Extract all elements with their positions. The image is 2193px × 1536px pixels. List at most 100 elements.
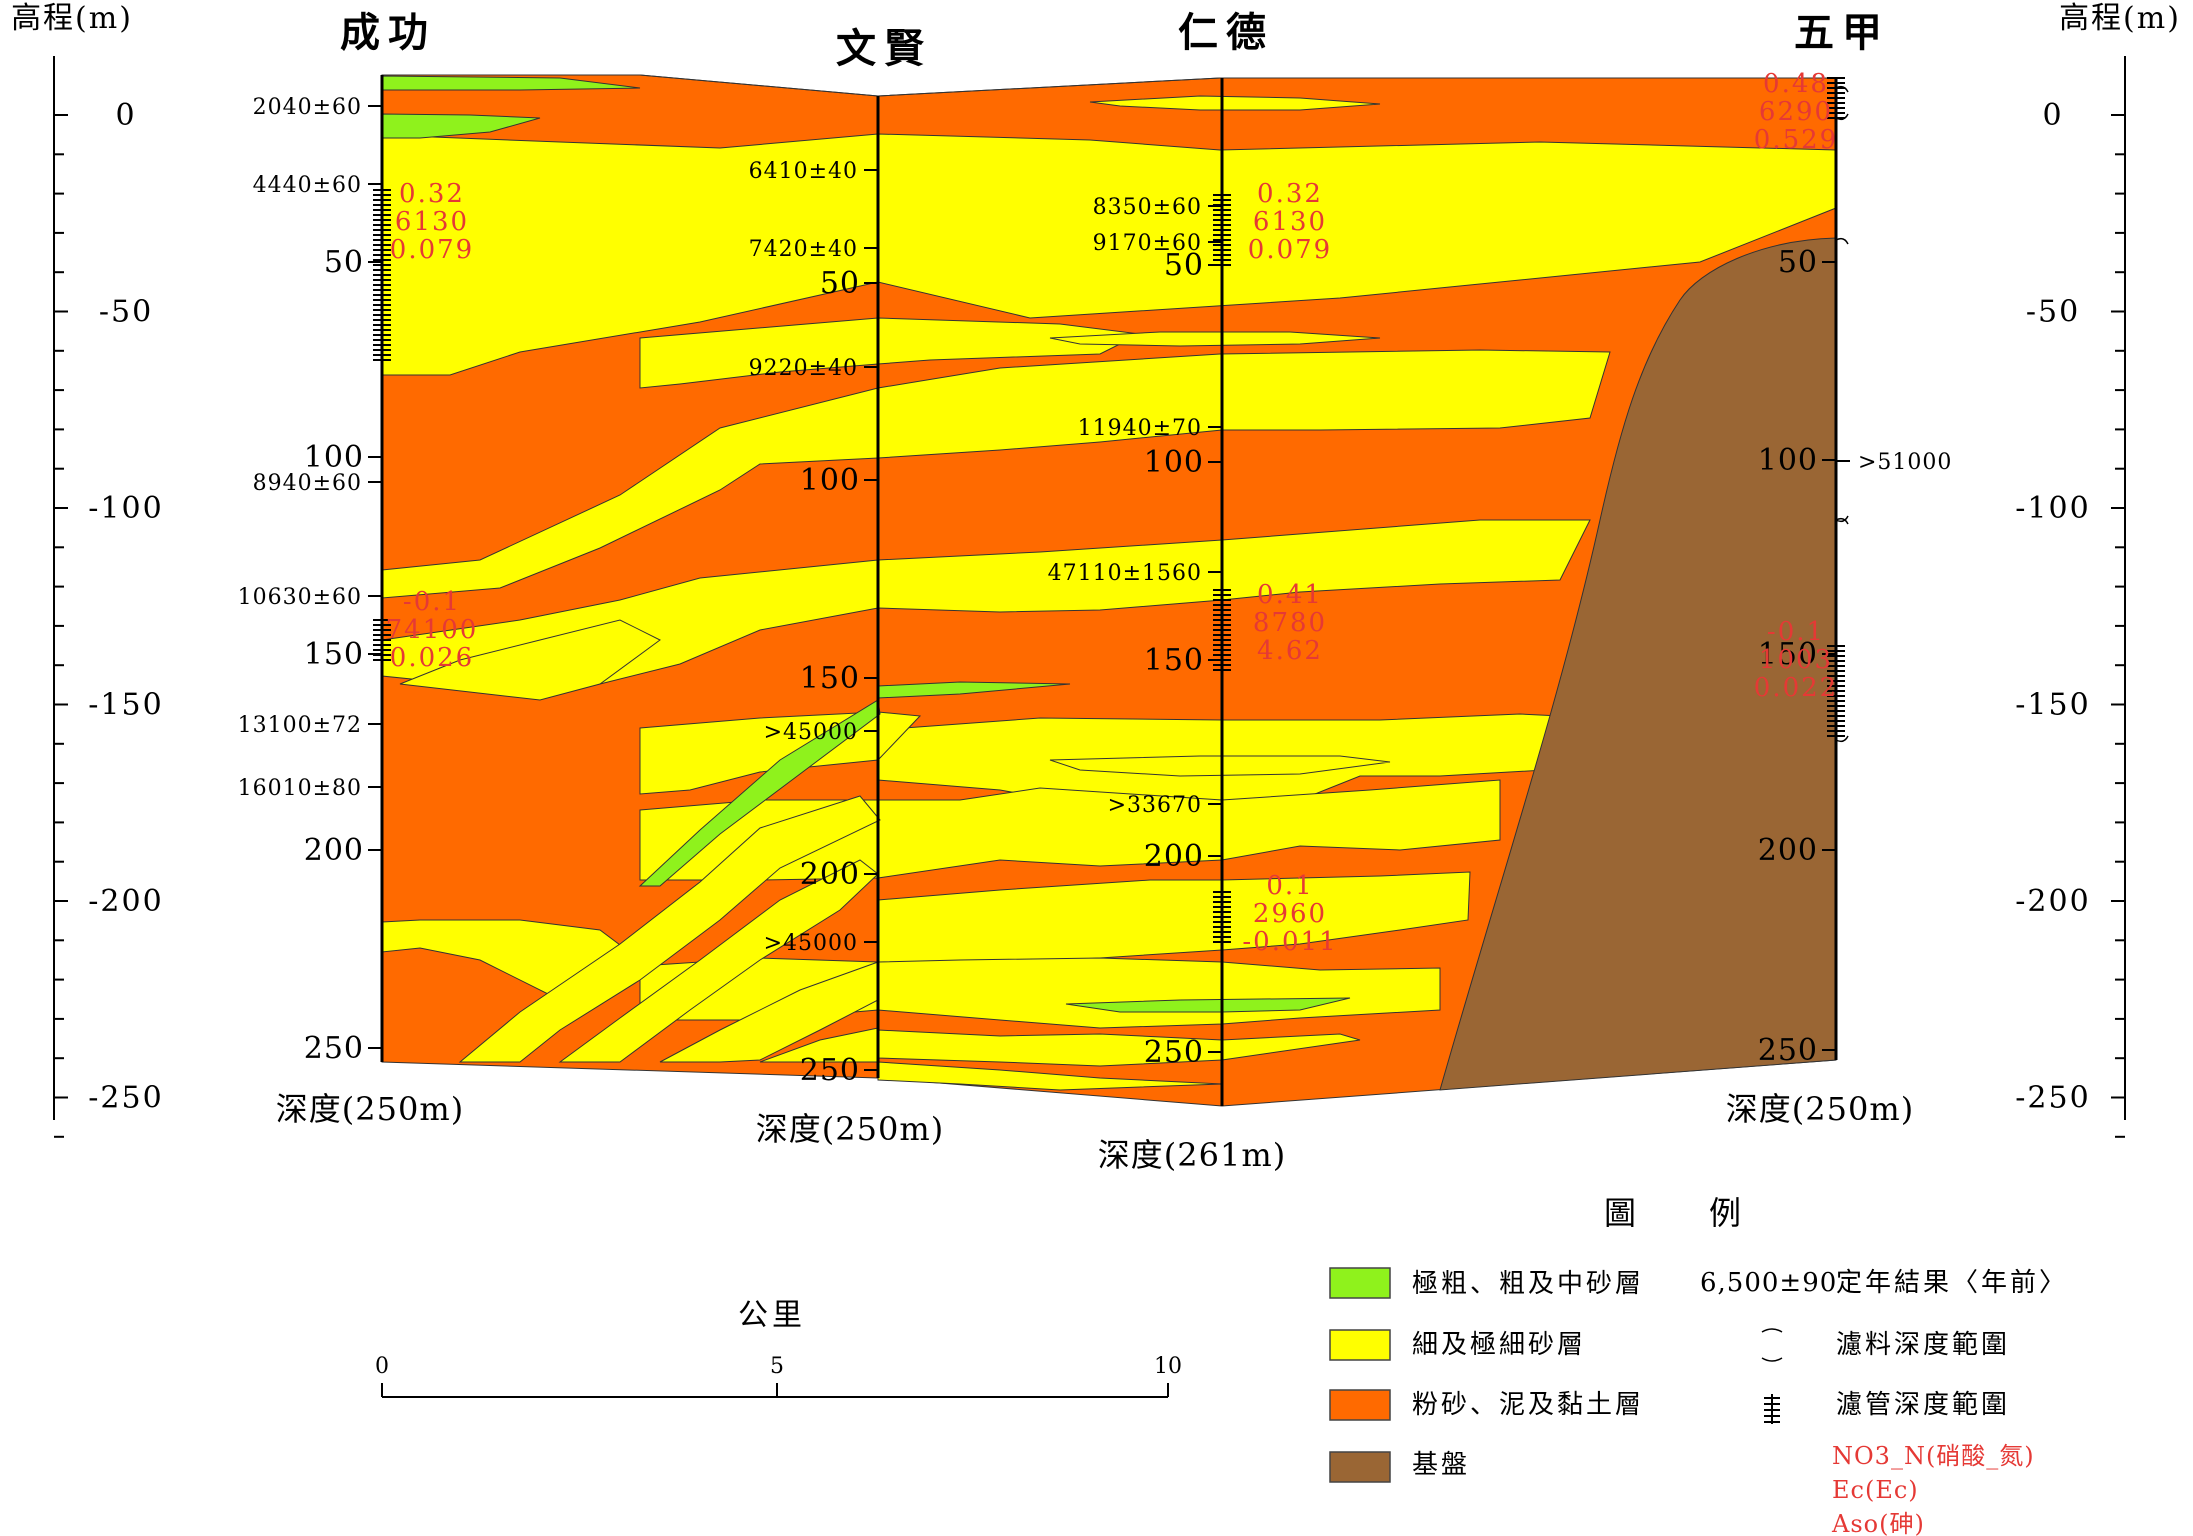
legend-swatch-silt-clay (1329, 1389, 1391, 1421)
legend-swatch-bedrock (1329, 1451, 1391, 1483)
date-label: >51000 (1858, 450, 1952, 475)
water-quality-value: 8780 (1253, 608, 1327, 638)
water-quality-value: -0.1 (1767, 617, 1825, 647)
water-quality-value: 74100 (386, 615, 479, 645)
date-label: 47110±1560 (1048, 561, 1202, 586)
coarse-sand-lens (1065, 997, 1351, 1013)
depth-label: 200 (800, 857, 860, 892)
date-label: >45000 (764, 720, 858, 745)
fine-sand-band (639, 317, 1142, 389)
water-quality-value: 4.62 (1257, 636, 1323, 666)
date-label: 8350±60 (1093, 195, 1202, 220)
elevation-axis-title: 高程(m) (2059, 1, 2181, 36)
legend-title: 圖 例 (1604, 1194, 1744, 1232)
elevation-tick-label: -150 (2015, 688, 2090, 723)
water-quality-value: 6290 (1759, 97, 1833, 127)
depth-label: 150 (304, 637, 364, 672)
legend-label-silt-clay: 粉砂、泥及黏土層 (1412, 1390, 1644, 1420)
depth-label: 100 (800, 463, 860, 498)
legend-date-example: 6,500±90 (1700, 1268, 1837, 1298)
fine-sand-band (877, 1029, 1361, 1067)
water-quality-value: 0.41 (1257, 580, 1323, 610)
water-quality-value: 6130 (1253, 207, 1327, 237)
depth-caption-wujia: 深度(250m) (1726, 1090, 1914, 1128)
scale-tick-10: 10 (1154, 1354, 1182, 1379)
legend-label-fine-sand: 細及極細砂層 (1412, 1330, 1586, 1360)
date-label: 8940±60 (253, 471, 362, 496)
annotation-layer: 0 -50 -100 -150 -200 -250 高程(m) 0 -50 -100 -150 -20… (11, 1, 2181, 1174)
depth-label: 250 (1144, 1035, 1204, 1070)
water-quality-value: 0.079 (390, 235, 474, 265)
depth-label: 150 (800, 661, 860, 696)
legend-date-label: 定年結果〈年前〉 (1836, 1268, 2068, 1298)
water-quality-value: 0.022 (1754, 673, 1838, 703)
water-quality-value: 0.32 (1257, 179, 1323, 209)
water-quality-value: -0.1 (403, 587, 461, 617)
elevation-tick-label: -250 (2015, 1081, 2090, 1116)
fine-sand-band (399, 619, 661, 701)
depth-label: 250 (1758, 1033, 1818, 1068)
filter-depth-arc (1835, 517, 1849, 525)
water-quality-value: 1003 (1759, 645, 1833, 675)
scale-bar-title: 公里 (738, 1298, 806, 1333)
filter-depth-arc (1835, 237, 1849, 245)
date-label: 7420±40 (749, 237, 858, 262)
water-quality-value: -0.011 (1242, 927, 1337, 957)
scale-tick-5: 5 (770, 1354, 784, 1379)
elevation-tick-label: -100 (88, 491, 163, 526)
depth-label: 50 (820, 266, 860, 301)
legend-filter-label: 濾料深度範圍 (1836, 1330, 2010, 1360)
well-name-chenggong: 成功 (340, 9, 436, 56)
filter-depth-arc (1835, 735, 1849, 743)
legend: 圖 例 極粗、粗及中砂層 細及極細砂層 粉砂、泥及黏土層 基盤 6,500±90… (1329, 1194, 2068, 1536)
fine-sand-band (381, 349, 1611, 599)
elevation-tick-label: -250 (88, 1081, 163, 1116)
scale-tick-0: 0 (375, 1354, 389, 1379)
filter-depth-arc (1835, 515, 1849, 523)
filter-depth-symbol (1761, 1328, 1783, 1362)
well-name-wenxian: 文賢 (836, 25, 932, 72)
legend-aso-label: Aso(砷) (1831, 1510, 1925, 1536)
depth-caption-chenggong: 深度(250m) (276, 1090, 464, 1128)
legend-swatch-fine-sand (1329, 1329, 1391, 1361)
fine-sand-body (381, 133, 1837, 376)
elevation-tick-label: 0 (115, 98, 136, 133)
depth-caption-rende: 深度(261m) (1098, 1136, 1286, 1174)
fine-sand-band (877, 1061, 1223, 1091)
depth-label: 150 (1758, 637, 1818, 672)
date-label: 9220±40 (749, 356, 858, 381)
elevation-tick-label: -50 (2026, 295, 2080, 330)
water-quality-value: 0.026 (390, 643, 474, 673)
well-name-wujia: 五甲 (1794, 9, 1890, 56)
depth-label: 200 (304, 833, 364, 868)
legend-no3-label: NO3_N(硝酸_氮) (1832, 1442, 2035, 1470)
depth-label: 100 (304, 440, 364, 475)
elevation-tick-label: -50 (99, 295, 153, 330)
water-quality-value: 2960 (1253, 899, 1327, 929)
depth-label: 100 (1758, 443, 1818, 478)
water-quality-value: 0.1 (1266, 871, 1313, 901)
water-quality-value: 0.32 (399, 179, 465, 209)
date-label: 9170±60 (1093, 231, 1202, 256)
well-name-rende: 仁德 (1178, 9, 1274, 56)
date-label: 4440±60 (253, 173, 362, 198)
depth-caption-wenxian: 深度(250m) (756, 1110, 944, 1148)
elevation-tick-label: 0 (2042, 98, 2063, 133)
depth-label: 250 (800, 1053, 860, 1088)
date-label: 13100±72 (238, 713, 362, 738)
date-label: 6410±40 (749, 159, 858, 184)
filter-depth-arc (1835, 85, 1849, 93)
filter-depth-arc (1835, 113, 1849, 121)
bedrock (1439, 237, 1837, 1091)
depth-label: 50 (1778, 245, 1818, 280)
depth-label: 50 (324, 245, 364, 280)
legend-label-coarse-sand: 極粗、粗及中砂層 (1412, 1269, 1644, 1299)
fine-sand-band (458, 795, 881, 1063)
depth-label: 200 (1758, 833, 1818, 868)
legend-screen-label: 濾管深度範圍 (1836, 1390, 2010, 1420)
date-label: >45000 (764, 931, 858, 956)
coarse-sand-lens (638, 699, 881, 887)
date-label: 2040±60 (253, 95, 362, 120)
elevation-axis-title: 高程(m) (11, 1, 133, 36)
